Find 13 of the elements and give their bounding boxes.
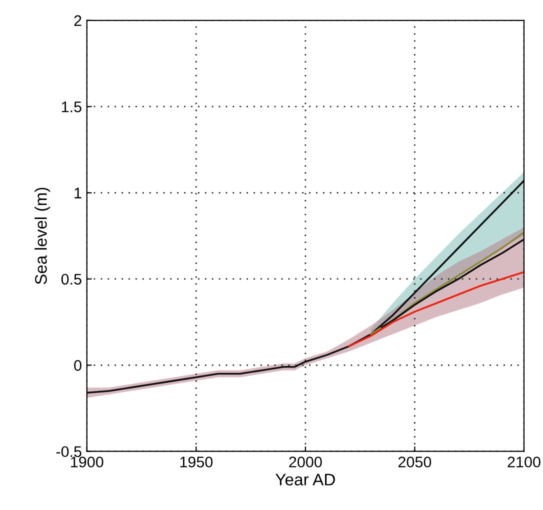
y-tick-label: 0 — [74, 360, 82, 371]
y-tick-label: 0.5 — [61, 274, 82, 285]
x-axis-title: Year AD — [276, 474, 335, 486]
x-tick-label: 2050 — [398, 456, 432, 468]
x-tick-label: 2000 — [289, 456, 322, 468]
x-tick-label: 2100 — [508, 456, 540, 468]
y-axis-title: Sea level (m) — [34, 188, 50, 284]
x-tick-label: 1900 — [71, 456, 104, 468]
x-tick-label: 1950 — [180, 456, 213, 468]
y-tick-label: -0.5 — [56, 446, 82, 458]
y-tick-label: 1 — [74, 188, 82, 198]
y-tick-label: 2 — [74, 15, 82, 26]
y-tick-label: 1.5 — [62, 102, 82, 112]
